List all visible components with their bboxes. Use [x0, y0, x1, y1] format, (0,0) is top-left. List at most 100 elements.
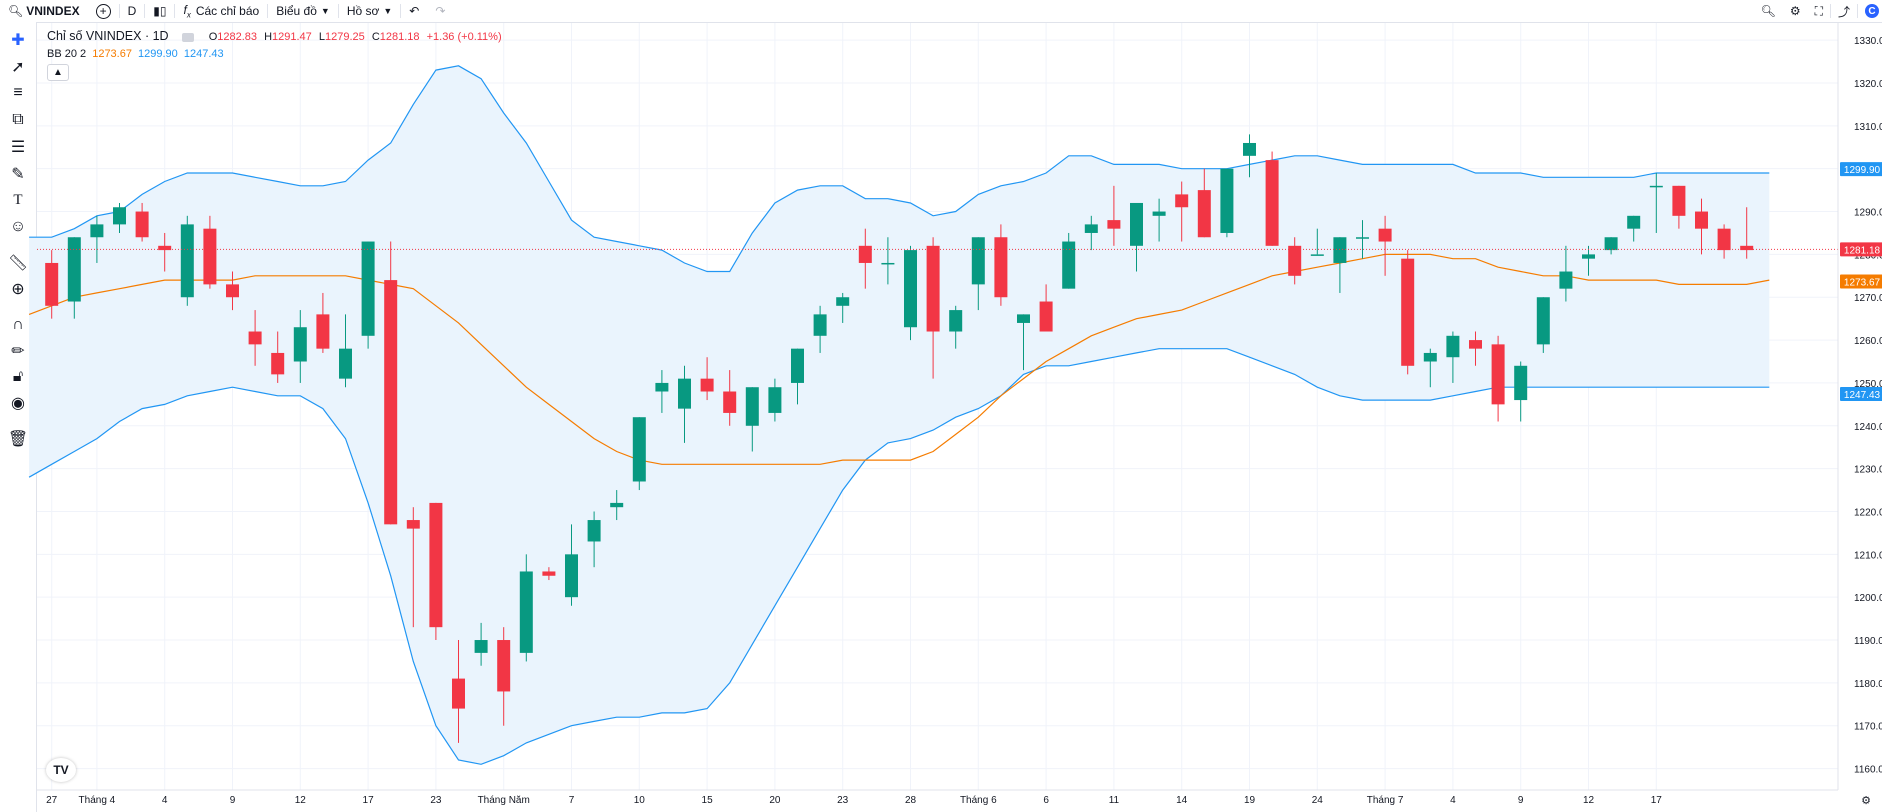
lock-drawings-tool[interactable]: ✏: [6, 340, 30, 362]
candle: [1243, 134, 1256, 178]
price-badge-bg: [1840, 162, 1882, 177]
candle: [497, 627, 511, 726]
gear-icon: ⚙: [1789, 4, 1801, 18]
candle: [67, 237, 81, 319]
candle-body: [813, 314, 827, 336]
horizontal-lines-tool[interactable]: ≡: [6, 82, 30, 104]
undo-button[interactable]: ↶: [401, 0, 427, 22]
chevron-down-icon: ▼: [383, 6, 393, 16]
price-axis-badge: 1273.67: [1840, 274, 1882, 289]
lock-tool[interactable]: 🔓︎: [6, 366, 30, 388]
brush-tool[interactable]: ✎: [6, 163, 30, 185]
y-tick-label: 1310.00: [1854, 122, 1882, 133]
candle-body: [1559, 271, 1573, 289]
candle: [813, 305, 827, 353]
candles: [45, 134, 1754, 743]
crosshair-tool[interactable]: ✚: [6, 29, 30, 51]
candle-body: [339, 348, 352, 379]
settings-button[interactable]: ⚙: [1783, 0, 1808, 22]
candle-body: [1469, 340, 1482, 349]
bb-band-fill: [29, 65, 1770, 765]
candle: [1649, 172, 1663, 233]
y-tick-label: 1260.00: [1854, 336, 1882, 347]
candle-body: [1717, 228, 1731, 251]
zoom-tool[interactable]: ⊕: [6, 278, 30, 300]
quick-search-button[interactable]: 🔍︎: [1754, 0, 1783, 22]
candle-body: [406, 520, 420, 529]
legend-toggle-icon[interactable]: [181, 32, 194, 42]
high-value: 1291.47: [272, 31, 312, 43]
tradingview-logo[interactable]: TV: [46, 758, 76, 782]
chart-menu-button[interactable]: Biểu đồ ▼: [268, 0, 338, 22]
y-tick-label: 1230.00: [1854, 465, 1882, 476]
candle-body: [768, 387, 782, 413]
brand-button[interactable]: C: [1858, 0, 1882, 22]
x-tick-label: 23: [837, 795, 849, 806]
price-axis-badge: 1299.90: [1840, 162, 1882, 176]
candle: [700, 357, 714, 401]
share-button[interactable]: ⤴: [1831, 0, 1857, 22]
candle-body: [293, 327, 307, 362]
x-tick-label: Tháng 4: [79, 795, 116, 806]
candle: [904, 245, 917, 341]
candle-body: [248, 331, 262, 345]
candle-body: [1672, 185, 1686, 216]
chart-menu-label: Biểu đồ: [276, 4, 317, 18]
zoom-icon: ⊕: [11, 281, 25, 298]
pattern-tool[interactable]: ⧉: [6, 109, 30, 131]
candle-body: [745, 387, 759, 426]
profile-menu-button[interactable]: Hồ sơ ▼: [339, 0, 400, 22]
fullscreen-button[interactable]: ⛶: [1808, 0, 1830, 22]
chart-type-button[interactable]: ▮▯: [145, 0, 174, 22]
candle-body: [1062, 241, 1076, 289]
candle-body: [1514, 365, 1528, 401]
candle-body: [1288, 245, 1302, 276]
candle-body: [1265, 160, 1279, 246]
y-tick-label: 1250.00: [1854, 379, 1882, 390]
brush-icon: ✎: [11, 166, 25, 183]
profile-menu-label: Hồ sơ: [346, 4, 380, 18]
symbol-search-button[interactable]: 🔍︎ VNINDEX: [0, 0, 88, 22]
candle-body: [452, 678, 465, 709]
ruler-tool[interactable]: 📏︎: [6, 252, 30, 274]
text-tool[interactable]: T: [6, 189, 30, 211]
candle: [1265, 151, 1279, 246]
divider: [118, 4, 120, 18]
candle: [1717, 224, 1731, 259]
candle: [293, 310, 307, 383]
price-axis: 1160.00 1170.00 1180.00 1190.00 1200.00 1210.…: [1837, 23, 1882, 790]
candle: [610, 490, 624, 521]
compare-button[interactable]: +: [88, 0, 119, 22]
candle: [1062, 232, 1076, 289]
fib-icon: ☰: [10, 139, 26, 156]
redo-button[interactable]: ↷: [427, 0, 453, 22]
candle: [1333, 237, 1347, 293]
candle: [1740, 207, 1754, 259]
candle-body: [1446, 335, 1460, 358]
fx-icon: fx: [183, 2, 191, 20]
collapse-legend-button[interactable]: ▲: [47, 64, 69, 81]
high-label: H: [264, 31, 273, 43]
x-tick-label: 12: [295, 795, 307, 806]
candle: [226, 271, 239, 311]
trend-line-tool[interactable]: ➚: [6, 56, 30, 78]
x-tick-label: 4: [1450, 795, 1456, 806]
interval-button[interactable]: D: [120, 0, 145, 22]
candle: [1559, 245, 1573, 302]
magnet-tool[interactable]: ∩: [6, 314, 30, 336]
y-tick-label: 1270.00: [1854, 293, 1882, 304]
fullscreen-icon: ⛶: [1814, 3, 1823, 18]
symbol-label: VNINDEX: [26, 4, 80, 18]
trash-tool[interactable]: 🗑︎: [6, 428, 30, 450]
fib-tool[interactable]: ☰: [6, 136, 30, 158]
candle-body: [632, 417, 646, 482]
candle: [1514, 361, 1528, 422]
candle-body: [971, 237, 985, 285]
eye-tool[interactable]: ◉: [6, 392, 30, 414]
candle-body: [1017, 314, 1030, 323]
candle-body: [949, 310, 963, 332]
emoji-tool[interactable]: ☺: [6, 216, 30, 238]
indicators-button[interactable]: fx Các chỉ báo: [175, 0, 267, 22]
candle-body: [791, 348, 804, 383]
